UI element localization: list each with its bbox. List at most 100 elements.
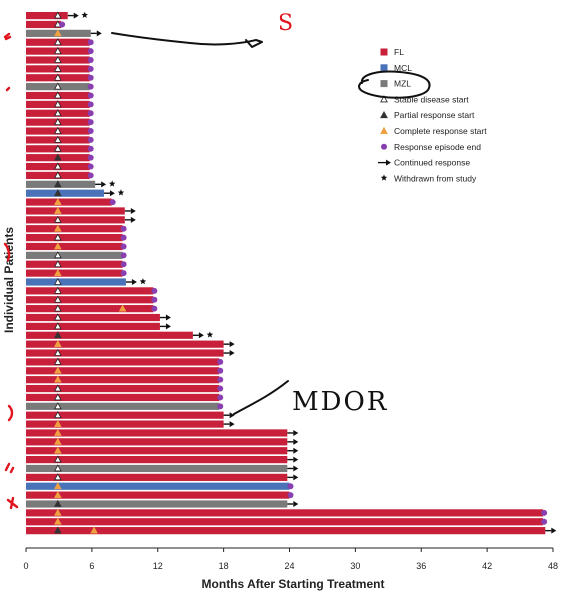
patient-bar bbox=[26, 367, 220, 375]
patient-row bbox=[26, 100, 94, 108]
partial-response-marker bbox=[54, 499, 62, 507]
partial-response-marker bbox=[54, 153, 62, 161]
stable-disease-marker bbox=[54, 286, 62, 294]
stable-disease-marker bbox=[54, 304, 62, 312]
patient-bar bbox=[26, 518, 544, 526]
legend-label: Complete response start bbox=[394, 126, 487, 136]
stable-disease-marker bbox=[54, 55, 62, 63]
patient-bar bbox=[26, 225, 123, 233]
continued-arrow-head bbox=[73, 12, 79, 19]
response-end-dot bbox=[217, 385, 224, 392]
complete-response-marker bbox=[54, 517, 62, 525]
response-end-dot bbox=[541, 509, 548, 516]
continued-arrow-head bbox=[130, 207, 136, 214]
stable-disease-marker bbox=[54, 64, 62, 72]
stable-disease-marker bbox=[54, 348, 62, 356]
continued-arrow-head bbox=[229, 412, 235, 419]
stable-disease-marker bbox=[54, 215, 62, 223]
patient-bar bbox=[26, 420, 224, 428]
legend-label: FL bbox=[394, 47, 404, 57]
legend-item: Partial response start bbox=[380, 110, 475, 120]
patient-bar bbox=[26, 500, 288, 508]
patient-bar bbox=[26, 402, 220, 410]
patient-bar bbox=[26, 12, 68, 20]
stable-disease-marker bbox=[54, 11, 62, 19]
red-mark-1 bbox=[3, 32, 12, 41]
stable-disease-marker bbox=[54, 402, 62, 410]
legend-star-symbol bbox=[380, 174, 388, 181]
patient-bar bbox=[26, 473, 288, 481]
patient-row bbox=[26, 375, 224, 384]
continued-arrow-head bbox=[131, 279, 137, 285]
legend-label: Response episode end bbox=[394, 142, 481, 152]
continued-arrow-head bbox=[229, 341, 235, 348]
patient-row bbox=[26, 206, 136, 215]
scribble-circle-mzl bbox=[358, 70, 431, 99]
patient-bar bbox=[26, 411, 224, 419]
withdrawn-star bbox=[81, 11, 88, 18]
legend-label: Partial response start bbox=[394, 110, 475, 120]
stable-disease-marker bbox=[54, 144, 62, 152]
response-end-dot bbox=[87, 57, 94, 63]
patient-row bbox=[26, 331, 214, 339]
complete-response-marker bbox=[54, 490, 62, 498]
continued-arrow-head bbox=[165, 323, 171, 330]
response-end-dot bbox=[87, 154, 94, 161]
scribble-arrow-top bbox=[111, 32, 263, 48]
legend-item: Withdrawn from study bbox=[380, 173, 477, 183]
patient-row bbox=[26, 38, 94, 46]
complete-response-marker bbox=[54, 375, 62, 383]
patient-row bbox=[26, 197, 116, 206]
legend-label: Withdrawn from study bbox=[394, 173, 477, 183]
response-end-dot bbox=[87, 101, 94, 108]
patient-row bbox=[26, 402, 224, 410]
patient-bar bbox=[26, 269, 123, 277]
partial-response-marker bbox=[54, 331, 62, 339]
patient-row bbox=[26, 508, 548, 517]
complete-response-marker bbox=[54, 437, 62, 445]
response-end-dot bbox=[217, 394, 224, 401]
complete-response-marker bbox=[54, 419, 62, 427]
response-end-dot bbox=[87, 119, 94, 126]
x-tick-label: 48 bbox=[548, 561, 558, 571]
patient-row bbox=[26, 464, 299, 473]
legend-item: FL bbox=[380, 47, 404, 57]
patient-row bbox=[26, 295, 158, 304]
complete-response-marker bbox=[54, 224, 62, 232]
patient-row bbox=[26, 144, 94, 153]
continued-arrow-head bbox=[198, 332, 204, 339]
legend-item: Response episode end bbox=[381, 142, 481, 152]
stable-disease-marker bbox=[54, 464, 62, 472]
continued-arrow-head bbox=[293, 474, 299, 481]
patient-row bbox=[26, 313, 171, 322]
complete-response-marker bbox=[54, 340, 62, 348]
stable-disease-marker bbox=[54, 260, 62, 268]
partial-response-marker bbox=[54, 180, 62, 188]
continued-arrow-head bbox=[293, 447, 299, 454]
legend-item: Complete response start bbox=[380, 126, 487, 136]
patient-bar bbox=[26, 234, 123, 242]
response-end-dot bbox=[120, 225, 127, 232]
patient-row bbox=[26, 393, 224, 402]
response-end-dot bbox=[151, 287, 158, 294]
patient-bar bbox=[26, 180, 96, 188]
patient-row bbox=[26, 286, 158, 295]
legend-circle-symbol bbox=[381, 143, 387, 150]
stable-disease-marker bbox=[54, 322, 62, 330]
stable-disease-marker bbox=[54, 357, 62, 365]
complete-response-marker bbox=[54, 428, 62, 436]
complete-response-marker bbox=[54, 508, 62, 516]
patient-row bbox=[26, 233, 127, 242]
patient-row bbox=[26, 126, 94, 135]
legend: FL MCL MZL Stable disease start Partial resp… bbox=[378, 47, 487, 183]
patient-bar bbox=[26, 189, 104, 197]
patient-row bbox=[26, 411, 235, 419]
patient-row bbox=[26, 91, 94, 100]
red-mark-3 bbox=[3, 242, 11, 262]
response-end-dot bbox=[541, 518, 548, 525]
complete-response-marker bbox=[54, 446, 62, 454]
complete-response-marker bbox=[54, 206, 62, 214]
response-end-dot bbox=[287, 483, 294, 490]
patient-bar bbox=[26, 322, 160, 330]
